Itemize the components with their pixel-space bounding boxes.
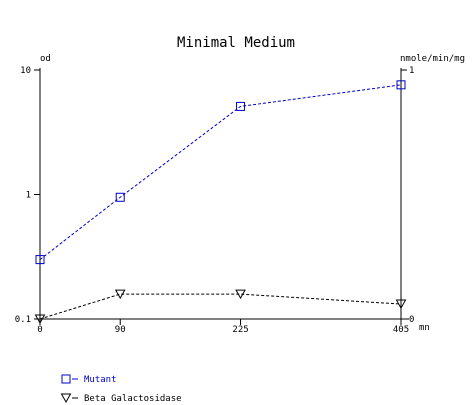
y-right-tick-label: 0 bbox=[409, 315, 414, 325]
data-point-1 bbox=[235, 289, 246, 300]
y-right-tick-label: 1 bbox=[409, 66, 414, 76]
x-tick-label: 225 bbox=[232, 325, 248, 335]
legend-label-0: Mutant bbox=[84, 375, 117, 385]
axis-ticks: 0 90 225 405 0.1 1 10 0 1 bbox=[15, 66, 415, 335]
legend: Mutant Beta Galactosidase bbox=[60, 374, 182, 404]
chart-title: Minimal Medium bbox=[177, 35, 295, 51]
y-right-axis-label: nmole/min/mg bbox=[400, 54, 465, 64]
data-point-0 bbox=[236, 101, 246, 111]
x-axis-label: mn bbox=[419, 323, 430, 333]
series-layer bbox=[34, 80, 407, 325]
y-left-tick-label: 0.1 bbox=[15, 315, 31, 325]
data-point-0 bbox=[115, 192, 125, 202]
data-point-1 bbox=[114, 289, 126, 300]
data-point-1 bbox=[395, 299, 407, 310]
data-point-0 bbox=[35, 255, 45, 265]
data-point-1 bbox=[34, 314, 46, 325]
x-tick-label: 0 bbox=[37, 325, 42, 335]
x-tick-label: 90 bbox=[115, 325, 126, 335]
series-line-1 bbox=[39, 293, 402, 320]
legend-label-1: Beta Galactosidase bbox=[84, 394, 182, 404]
data-point-0 bbox=[396, 80, 406, 90]
y-left-axis-label: od bbox=[40, 54, 51, 64]
legend-marker-1 bbox=[60, 393, 72, 404]
y-left-tick-label: 1 bbox=[26, 191, 31, 201]
x-tick-label: 405 bbox=[393, 325, 409, 335]
y-left-tick-label: 10 bbox=[20, 66, 31, 76]
series-line-0 bbox=[39, 84, 402, 260]
legend-marker-0 bbox=[61, 374, 71, 384]
